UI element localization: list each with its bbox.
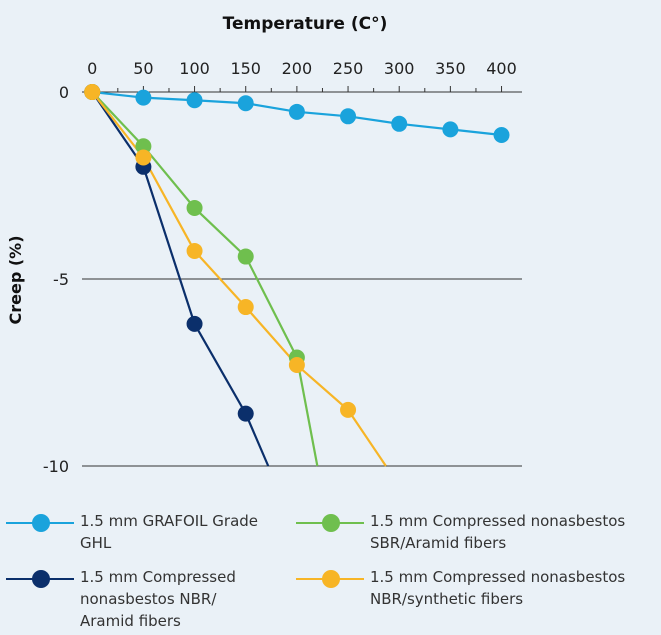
point-grafoil (493, 127, 510, 144)
legend-label-grafoil: 1.5 mm GRAFOIL Grade GHL (80, 510, 258, 554)
point-nbr-synthetic (237, 299, 254, 316)
point-nbr-synthetic (186, 242, 203, 259)
point-grafoil (186, 92, 203, 109)
y-tick-label: 0 (59, 83, 69, 102)
legend-label-line: 1.5 mm Compressed nonasbestos (370, 568, 626, 586)
point-nbr-synthetic (135, 149, 152, 166)
point-nbr-synthetic (288, 357, 305, 374)
point-grafoil (391, 115, 408, 132)
legend-dot (322, 570, 340, 588)
creep-chart: Temperature (C°) Creep (%) 0 50 100 150 200 2… (6, 14, 522, 476)
legend-label-nbr-synthetic: 1.5 mm Compressed nonasbestos NBR/synthe… (370, 566, 625, 610)
point-grafoil (340, 108, 357, 125)
point-grafoil (237, 95, 254, 112)
legend-dot (32, 514, 50, 532)
series-layer (84, 84, 510, 467)
point-grafoil (135, 89, 152, 106)
point-nbr-aramid (237, 405, 254, 422)
point-grafoil (442, 121, 459, 138)
legend-label-line: SBR/Aramid fibers (370, 534, 507, 552)
legend-label-sbr-aramid: 1.5 mm Compressed nonasbestos SBR/Aramid… (370, 510, 625, 554)
legend-dot (32, 570, 50, 588)
legend-swatch-nbr-aramid (6, 568, 74, 590)
x-tick-label: 50 (133, 59, 153, 78)
legend-label-line: nonasbestos NBR/ (80, 590, 217, 608)
x-tick-label: 350 (435, 59, 466, 78)
legend-swatch-nbr-synthetic (296, 568, 364, 590)
legend-item-sbr-aramid: 1.5 mm Compressed nonasbestos SBR/Aramid… (296, 510, 625, 554)
legend-label-line: GHL (80, 534, 112, 552)
chart-title: Temperature (C°) (223, 14, 388, 34)
y-tick-label: -10 (43, 457, 69, 476)
point-nbr-synthetic (340, 401, 357, 418)
legend-label-nbr-aramid: 1.5 mm Compressed nonasbestos NBR/ Arami… (80, 566, 236, 632)
point-nbr-aramid (186, 315, 203, 332)
point-grafoil (288, 103, 305, 120)
legend-label-line: Aramid fibers (80, 612, 181, 630)
x-tick-label: 0 (87, 59, 97, 78)
legend-label-line: 1.5 mm Compressed nonasbestos (370, 512, 626, 530)
legend-label-line: 1.5 mm GRAFOIL Grade (80, 512, 259, 530)
x-tick-label: 150 (230, 59, 261, 78)
point-origin (84, 84, 101, 100)
axes: 0 50 100 150 200 250 300 350 400 0 -5 -10 (43, 59, 522, 476)
legend-dot (322, 514, 340, 532)
point-sbr-aramid (237, 248, 254, 265)
x-tick-label: 250 (333, 59, 364, 78)
legend-item-nbr-aramid: 1.5 mm Compressed nonasbestos NBR/ Arami… (6, 566, 236, 632)
legend: 1.5 mm GRAFOIL Grade GHL 1.5 mm Compress… (0, 500, 661, 635)
x-tick-label: 100 (179, 59, 210, 78)
point-sbr-aramid (135, 138, 152, 155)
legend-label-line: NBR/synthetic fibers (370, 590, 524, 608)
legend-swatch-sbr-aramid (296, 512, 364, 534)
y-axis-label: Creep (%) (6, 235, 25, 324)
y-tick-label: -5 (53, 270, 69, 289)
point-sbr-aramid (186, 199, 203, 216)
x-tick-label: 300 (384, 59, 415, 78)
legend-label-line: 1.5 mm Compressed (80, 568, 236, 586)
x-tick-label: 200 (282, 59, 313, 78)
legend-item-grafoil: 1.5 mm GRAFOIL Grade GHL (6, 510, 258, 554)
series-line-sbr-aramid (91, 91, 319, 467)
legend-item-nbr-synthetic: 1.5 mm Compressed nonasbestos NBR/synthe… (296, 566, 625, 610)
legend-swatch-grafoil (6, 512, 74, 534)
x-tick-label: 400 (486, 59, 517, 78)
